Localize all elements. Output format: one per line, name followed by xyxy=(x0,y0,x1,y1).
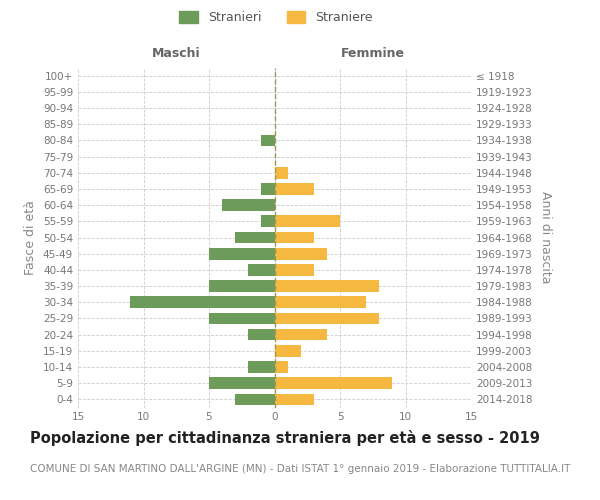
Bar xyxy=(262,134,275,146)
Y-axis label: Fasce di età: Fasce di età xyxy=(25,200,37,275)
Bar xyxy=(275,345,301,356)
Bar xyxy=(262,183,275,195)
Bar xyxy=(275,232,314,243)
Bar xyxy=(248,264,275,276)
Bar xyxy=(275,296,366,308)
Text: Femmine: Femmine xyxy=(341,48,405,60)
Bar xyxy=(235,394,275,405)
Bar xyxy=(275,312,379,324)
Bar xyxy=(209,312,275,324)
Bar xyxy=(248,329,275,340)
Bar xyxy=(275,183,314,195)
Bar xyxy=(275,329,327,340)
Bar xyxy=(275,378,392,389)
Bar xyxy=(235,232,275,243)
Bar xyxy=(248,361,275,373)
Bar xyxy=(209,378,275,389)
Text: COMUNE DI SAN MARTINO DALL'ARGINE (MN) - Dati ISTAT 1° gennaio 2019 - Elaborazio: COMUNE DI SAN MARTINO DALL'ARGINE (MN) -… xyxy=(30,464,571,474)
Y-axis label: Anni di nascita: Anni di nascita xyxy=(539,191,552,284)
Text: Maschi: Maschi xyxy=(152,48,200,60)
Bar xyxy=(275,264,314,276)
Bar xyxy=(275,280,379,292)
Bar xyxy=(275,216,340,227)
Bar xyxy=(275,167,287,178)
Legend: Stranieri, Straniere: Stranieri, Straniere xyxy=(179,11,373,24)
Bar xyxy=(275,361,287,373)
Bar xyxy=(275,248,327,260)
Text: Popolazione per cittadinanza straniera per età e sesso - 2019: Popolazione per cittadinanza straniera p… xyxy=(30,430,540,446)
Bar xyxy=(130,296,275,308)
Bar xyxy=(209,280,275,292)
Bar xyxy=(222,200,275,211)
Bar xyxy=(262,216,275,227)
Bar xyxy=(275,394,314,405)
Bar xyxy=(209,248,275,260)
